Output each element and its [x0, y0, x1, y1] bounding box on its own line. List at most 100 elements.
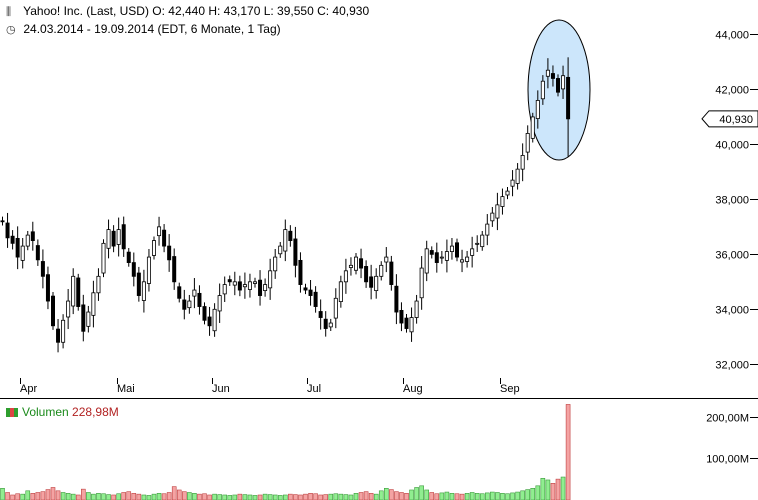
- volume-bar: [257, 494, 263, 500]
- volume-bar: [530, 488, 536, 500]
- price-tick-label: 36,000: [715, 250, 749, 262]
- candle-body: [399, 309, 404, 324]
- volume-bar: [348, 494, 354, 500]
- volume-bar: [121, 492, 126, 500]
- candle-body: [424, 248, 429, 274]
- candle-body: [303, 287, 308, 291]
- volume-bar: [389, 489, 394, 500]
- volume-bar: [227, 495, 233, 500]
- volume-bar: [5, 492, 10, 500]
- candle-body: [237, 281, 242, 291]
- candle-body: [217, 295, 222, 312]
- candle-body: [10, 235, 15, 244]
- volume-bar: [328, 493, 334, 500]
- candle-body: [444, 251, 449, 261]
- candle-body: [101, 242, 106, 274]
- volume-bar: [288, 493, 293, 500]
- candle-body: [162, 229, 167, 247]
- volume-bar: [318, 494, 323, 500]
- candle-body: [505, 190, 510, 196]
- volume-bar: [419, 485, 424, 500]
- volume-bar: [136, 493, 142, 500]
- candle-body: [414, 300, 419, 318]
- volume-bar: [30, 493, 36, 500]
- volume-bar: [40, 491, 46, 500]
- candle-body: [273, 256, 278, 272]
- candle-body: [566, 76, 571, 120]
- candle-body: [409, 317, 414, 333]
- candle-body: [384, 256, 389, 263]
- volume-bar: [560, 476, 566, 500]
- volume-bar: [131, 493, 137, 500]
- volume-bar: [424, 489, 430, 500]
- candle-body: [45, 274, 50, 302]
- volume-bar: [55, 490, 61, 500]
- volume-bar: [272, 494, 278, 500]
- volume-bar: [267, 494, 273, 500]
- last-price-label: 40,930: [719, 114, 753, 126]
- volume-bar: [383, 488, 389, 500]
- volume-legend-name: Volumen: [22, 405, 69, 419]
- candle-body: [35, 245, 40, 261]
- candle-body: [318, 311, 323, 318]
- volume-legend-value: 228,98M: [72, 405, 119, 419]
- candle-body: [66, 300, 71, 318]
- candle-body: [146, 256, 151, 284]
- month-tick-label: Sep: [500, 383, 520, 395]
- volume-tick-label: 100,00M: [706, 454, 749, 466]
- candle-body: [126, 251, 131, 263]
- candle-body: [374, 275, 379, 292]
- candle-body: [323, 318, 328, 329]
- candle-body: [15, 237, 20, 258]
- candle-body: [247, 281, 252, 290]
- volume-bar: [161, 493, 167, 500]
- volume-bar: [262, 493, 268, 500]
- candle-body: [525, 133, 530, 153]
- volume-bar: [70, 493, 76, 500]
- candle-body: [333, 297, 338, 319]
- candle-body: [197, 292, 202, 307]
- volume-bar: [282, 494, 288, 500]
- price-tick-label: 38,000: [715, 195, 749, 207]
- volume-bar: [303, 493, 308, 500]
- candle-body: [298, 259, 303, 285]
- candle-body: [308, 289, 313, 296]
- candle-body: [242, 284, 247, 288]
- candle-body: [172, 256, 177, 283]
- volume-bar: [126, 491, 132, 500]
- volume-bar: [308, 493, 313, 500]
- volume-bar: [368, 493, 374, 500]
- candle-body: [182, 299, 187, 310]
- volume-bar: [60, 492, 66, 500]
- volume-bar: [520, 490, 525, 500]
- volume-bar: [545, 479, 551, 500]
- volume-bar: [151, 493, 157, 500]
- volume-bar: [333, 493, 339, 500]
- candle-body: [369, 276, 374, 288]
- candle-body: [167, 245, 172, 261]
- candle-body: [121, 224, 126, 250]
- volume-bar: [106, 494, 111, 500]
- volume-bar: [156, 493, 162, 500]
- candlestick-chart-icon: ⫼: [6, 6, 12, 18]
- candle-body: [91, 292, 96, 316]
- candle-body: [202, 306, 207, 321]
- volume-bar: [459, 493, 465, 500]
- volume-bar: [277, 495, 283, 500]
- candle-body: [364, 266, 369, 283]
- volume-bar: [358, 492, 364, 500]
- volume-bar: [35, 492, 41, 500]
- quote-summary: Yahoo! Inc. (Last, USD) O: 42,440 H: 43,…: [23, 4, 370, 18]
- candle-body: [131, 262, 136, 277]
- candle-body: [157, 226, 162, 237]
- volume-bar: [434, 493, 440, 500]
- volume-bar: [197, 493, 202, 500]
- candle-body: [556, 78, 561, 93]
- volume-bar: [25, 490, 31, 500]
- candle-body: [348, 264, 353, 268]
- volume-bar: [192, 493, 197, 500]
- candle-body: [475, 242, 480, 245]
- volume-bar: [101, 493, 106, 500]
- volume-bar: [298, 494, 303, 500]
- volume-bar: [515, 491, 520, 500]
